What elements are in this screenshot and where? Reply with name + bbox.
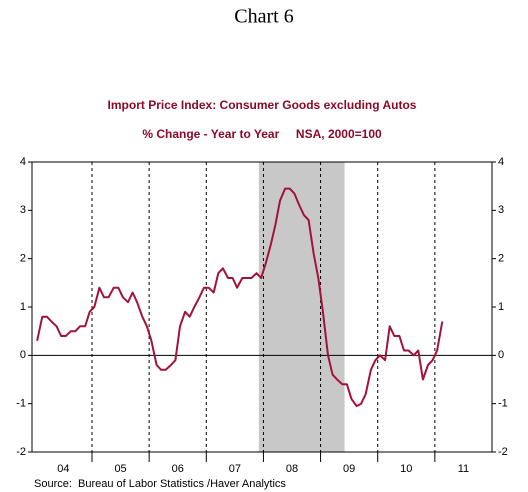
y-tick-label: 0: [20, 349, 26, 361]
y2-tick-label: 2: [498, 253, 504, 265]
y-tick-label: 4: [20, 156, 26, 168]
y-tick-label: 3: [20, 204, 26, 216]
x-tick-label: 09: [343, 463, 355, 475]
plot-frame: [31, 161, 493, 453]
y2-tick-label: 4: [498, 156, 504, 168]
y-tick-label: 1: [20, 301, 26, 313]
x-tick-label: 06: [172, 463, 184, 475]
y2-tick-label: 3: [498, 204, 504, 216]
data-line: [36, 187, 444, 408]
y2-tick-label: 1: [498, 301, 504, 313]
shaded-period: [258, 162, 345, 452]
y2-tick-label: 0: [498, 349, 504, 361]
chart-subtitle: % Change - Year to Year NSA, 2000=100: [142, 127, 382, 141]
chart-subtitle: Import Price Index: Consumer Goods exclu…: [108, 98, 417, 112]
x-tick-label: 04: [57, 463, 69, 475]
x-tick-label: 07: [229, 463, 241, 475]
x-tick-label: 11: [458, 463, 469, 475]
x-tick-label: 05: [114, 463, 126, 475]
y2-tick-label: -2: [498, 446, 508, 458]
y-tick-label: 2: [20, 253, 26, 265]
y-tick-label: -2: [16, 446, 26, 458]
chart-title: Chart 6: [234, 6, 293, 28]
source-note: Source: Bureau of Labor Statistics /Have…: [34, 478, 286, 490]
y2-tick-label: -1: [498, 398, 508, 410]
x-tick-label: 08: [286, 463, 298, 475]
y-tick-label: -1: [16, 398, 26, 410]
x-tick-label: 10: [400, 463, 412, 475]
